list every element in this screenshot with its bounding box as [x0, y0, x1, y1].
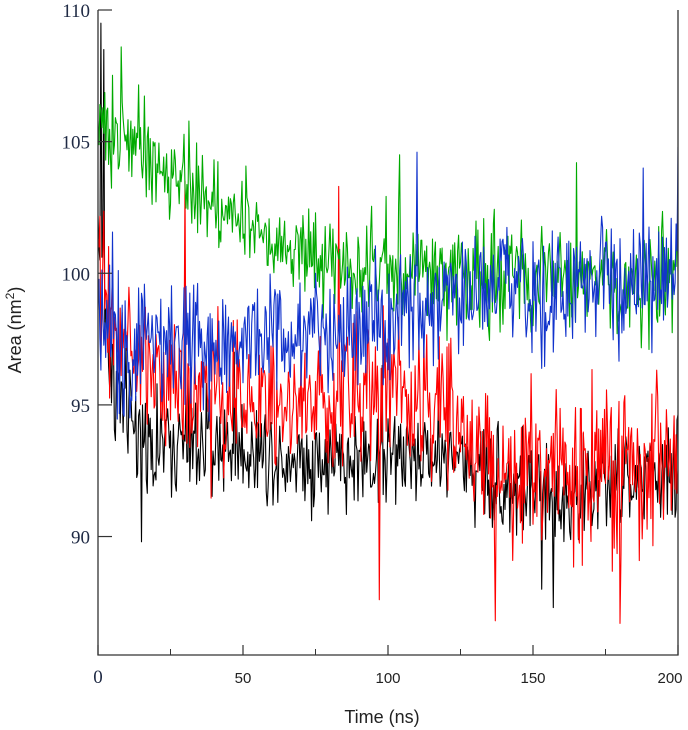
series-line-4 [98, 146, 678, 422]
axes-layer [97, 9, 679, 656]
x-tick-label: 0 [93, 667, 103, 688]
series-layer [98, 22, 678, 624]
y-tick-label: 95 [71, 396, 90, 417]
y-axis-title: Area (nm2) [3, 287, 25, 374]
x-tick-label: 100 [375, 670, 400, 687]
y-tick-label: 105 [62, 133, 91, 154]
x-tick-label: 150 [520, 670, 545, 687]
y-tick-label: 90 [71, 528, 90, 549]
y-tick-label: 100 [62, 264, 91, 285]
x-axis-title: Time (ns) [344, 707, 419, 727]
series-line-3 [98, 46, 678, 351]
x-tick-label: 200 [657, 670, 682, 687]
x-tick-label: 50 [235, 670, 252, 687]
labels-layer: 90 95 100 105 110 0 50 100 150 200 Time (ns) Area (… [3, 1, 683, 727]
y-tick-label: 110 [62, 1, 90, 22]
